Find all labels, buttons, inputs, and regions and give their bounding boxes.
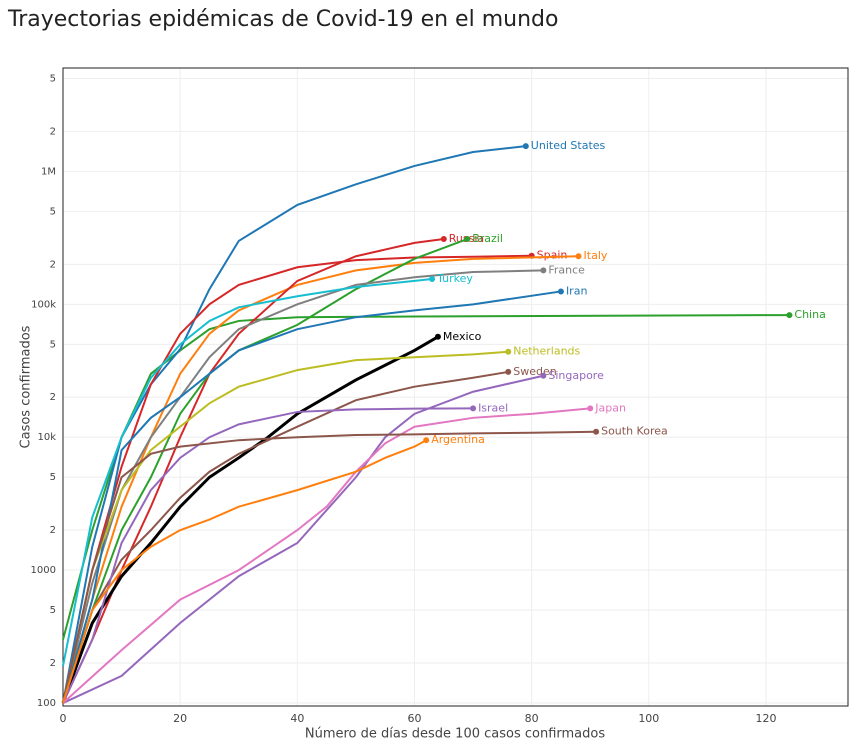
series-label: China [794, 308, 825, 321]
series-line [62, 290, 562, 704]
series-label: Spain [537, 249, 568, 262]
series-line [62, 407, 591, 704]
end-marker [540, 372, 547, 379]
series-label: Argentina [431, 433, 485, 446]
series-label: Israel [478, 401, 508, 414]
y-tick-label: 5 [50, 339, 56, 350]
end-marker [505, 368, 512, 375]
y-tick-label: 2 [50, 658, 56, 669]
x-tick-label: 80 [525, 712, 539, 725]
y-tick-label: 5 [50, 74, 56, 85]
series-line [62, 145, 526, 704]
end-marker [540, 267, 547, 274]
series-line [62, 350, 509, 704]
y-tick-label: 5 [50, 206, 56, 217]
series-line [61, 335, 439, 704]
y-tick-label: 2 [50, 392, 56, 403]
end-marker [423, 437, 430, 444]
series-line [62, 370, 509, 704]
x-tick-label: 0 [60, 712, 67, 725]
series-line [62, 278, 433, 667]
series-line [62, 430, 597, 704]
series-line [62, 407, 474, 704]
series-label: Turkey [436, 272, 473, 285]
series-line [62, 238, 468, 704]
y-tick-label: 5 [50, 605, 56, 616]
y-tick-label: 1M [41, 166, 56, 177]
series-line [62, 439, 427, 704]
x-tick-label: 20 [173, 712, 187, 725]
y-tick-label: 2 [50, 126, 56, 137]
end-marker [464, 236, 471, 243]
series-label: Iran [566, 284, 588, 297]
plot-frame [62, 67, 849, 707]
series-label: Japan [594, 401, 626, 414]
end-marker [593, 428, 600, 435]
series-line [62, 255, 579, 704]
y-axis-title: Casos confirmados [19, 325, 34, 448]
x-tick-label: 40 [290, 712, 304, 725]
x-tick-label: 120 [755, 712, 776, 725]
x-tick-label: 60 [407, 712, 421, 725]
y-tick-label: 2 [50, 259, 56, 270]
end-marker [786, 312, 793, 319]
y-tick-label: 5 [50, 472, 56, 483]
y-tick-label: 10k [37, 432, 56, 443]
series-label: Mexico [443, 330, 482, 343]
end-marker [434, 333, 441, 340]
end-marker [440, 236, 447, 243]
y-tick-label: 2 [50, 525, 56, 536]
end-marker [587, 405, 594, 412]
end-marker [575, 253, 582, 260]
series-label: Netherlands [513, 345, 580, 358]
series-line [62, 254, 532, 704]
y-tick-label: 100k [31, 299, 56, 310]
series-label: Brazil [472, 232, 503, 245]
series-label: South Korea [601, 425, 668, 438]
end-marker [522, 143, 529, 150]
series-label: France [548, 263, 585, 276]
series-label: Italy [584, 249, 608, 262]
y-tick-label: 100 [37, 698, 56, 709]
series-label: Singapore [548, 369, 604, 382]
x-axis-title: Número de días desde 100 casos confirmad… [305, 727, 605, 742]
x-tick-label: 100 [638, 712, 659, 725]
end-marker [429, 276, 436, 283]
end-marker [470, 405, 477, 412]
chart-title: Trayectorias epidémicas de Covid-19 en e… [7, 7, 558, 32]
series-label: United States [531, 139, 606, 152]
end-marker [557, 288, 564, 295]
end-marker [505, 348, 512, 355]
y-tick-label: 1000 [31, 565, 56, 576]
series-line [62, 374, 544, 704]
